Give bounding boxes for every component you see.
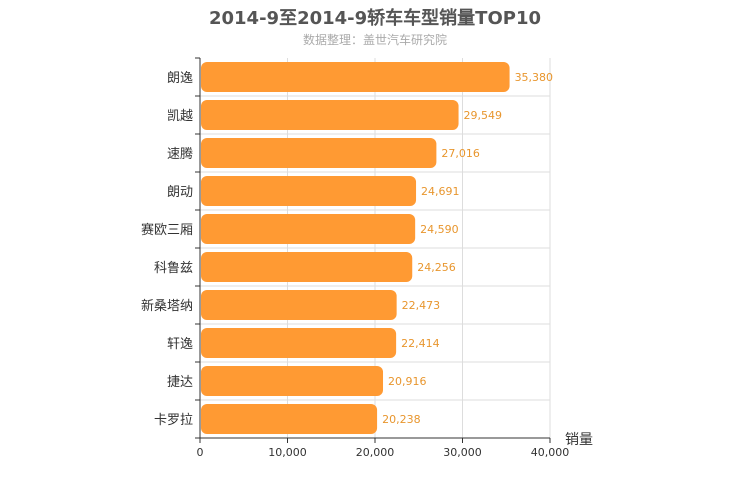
value-label: 20,238 xyxy=(382,413,421,426)
x-tick-label: 40,000 xyxy=(531,446,570,459)
x-tick-label: 30,000 xyxy=(443,446,482,459)
x-tick-label: 0 xyxy=(197,446,204,459)
bar[interactable] xyxy=(201,138,437,168)
bar[interactable] xyxy=(201,62,510,92)
bar[interactable] xyxy=(201,214,416,244)
category-label: 赛欧三厢 xyxy=(141,222,193,238)
category-label: 科鲁兹 xyxy=(154,261,193,276)
x-tick-label: 20,000 xyxy=(356,446,395,459)
value-label: 27,016 xyxy=(441,147,480,160)
value-label: 22,473 xyxy=(402,299,441,312)
bar[interactable] xyxy=(201,404,378,434)
x-axis-label: 销量 xyxy=(565,432,593,448)
category-label: 新桑塔纳 xyxy=(141,298,193,314)
category-label: 速腾 xyxy=(167,146,193,162)
category-label: 朗动 xyxy=(167,185,193,200)
value-label: 24,590 xyxy=(420,223,459,236)
chart-title: 2014-9至2014-9轿车车型销量TOP10 xyxy=(208,8,541,29)
bar[interactable] xyxy=(201,290,397,320)
bar[interactable] xyxy=(201,328,397,358)
bar[interactable] xyxy=(201,100,459,130)
bar[interactable] xyxy=(201,176,417,206)
chart-subtitle: 数据整理：盖世汽车研究院 xyxy=(302,33,447,47)
value-label: 35,380 xyxy=(515,71,554,84)
category-label: 卡罗拉 xyxy=(154,413,193,428)
value-label: 24,256 xyxy=(417,261,456,274)
value-label: 22,414 xyxy=(401,337,440,350)
bar[interactable] xyxy=(201,366,384,396)
value-label: 24,691 xyxy=(421,185,460,198)
category-label: 凯越 xyxy=(167,109,193,124)
value-label: 29,549 xyxy=(464,109,503,122)
x-tick-label: 10,000 xyxy=(268,446,307,459)
category-label: 捷达 xyxy=(167,375,193,390)
category-label: 朗逸 xyxy=(167,71,193,86)
bar[interactable] xyxy=(201,252,413,282)
value-label: 20,916 xyxy=(388,375,427,388)
category-label: 轩逸 xyxy=(167,337,193,352)
